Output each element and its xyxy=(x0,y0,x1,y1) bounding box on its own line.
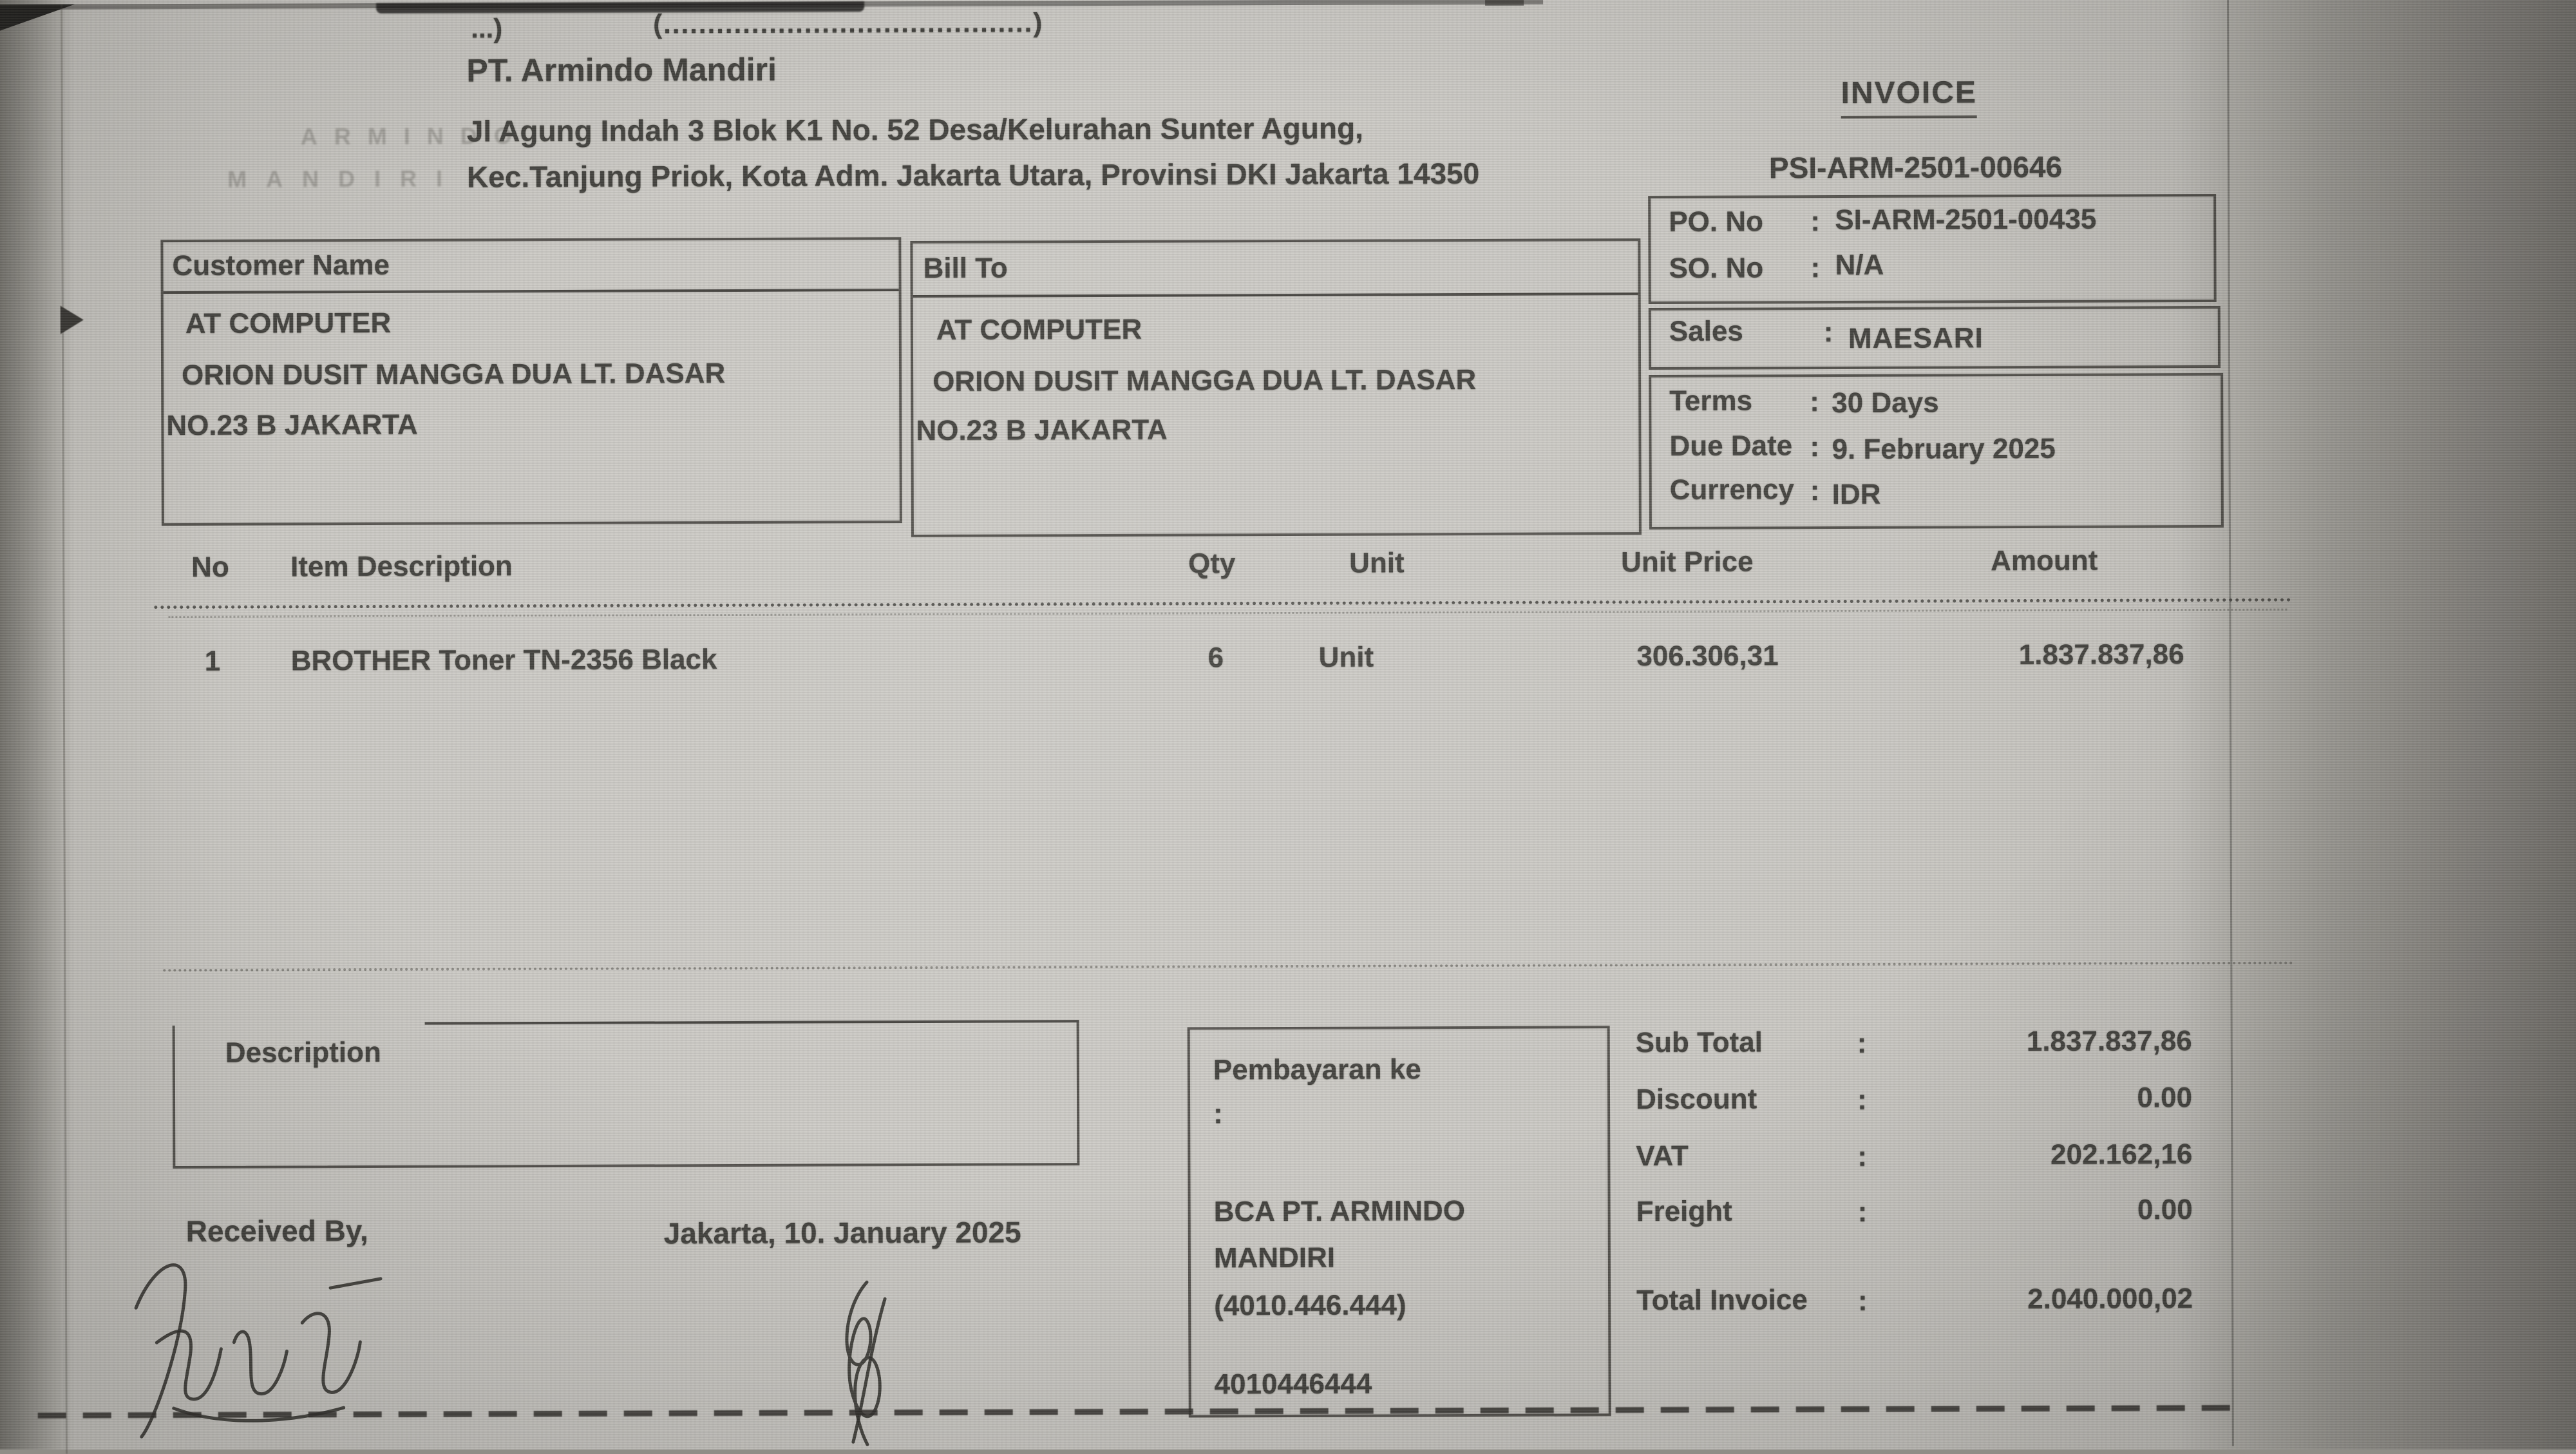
received-by-label: Received By, xyxy=(185,1213,368,1248)
approval-signature xyxy=(845,1280,887,1446)
vat-value: 202.162,16 xyxy=(2050,1138,2193,1171)
bill-to-box-header: Bill To xyxy=(913,241,1638,298)
bill-to-line2: ORION DUSIT MANGGA DUA LT. DASAR xyxy=(933,363,1477,397)
terms-colon: : xyxy=(1810,386,1819,418)
col-header-item-description: Item Description xyxy=(290,550,513,583)
item-row-no: 1 xyxy=(204,645,221,677)
terms-value: 30 Days xyxy=(1832,387,1939,419)
bill-to-line3: NO.23 B JAKARTA xyxy=(916,414,1168,447)
company-address-line1: Jl Agung Indah 3 Blok K1 No. 52 Desa/Kel… xyxy=(466,111,1363,148)
item-row-unit: Unit xyxy=(1318,641,1374,673)
payment-account-number-plain: 4010446444 xyxy=(1214,1368,1372,1401)
discount-colon: : xyxy=(1857,1084,1867,1116)
sales-colon: : xyxy=(1823,316,1833,349)
paper-fold-line xyxy=(61,4,68,1454)
payment-box: Pembayaran ke : BCA PT. ARMINDO MANDIRI … xyxy=(1187,1026,1611,1418)
currency-colon: : xyxy=(1810,475,1820,507)
total-invoice-colon: : xyxy=(1858,1285,1868,1317)
photo-top-edge-mark xyxy=(1485,0,1524,6)
col-header-no: No xyxy=(191,551,229,583)
item-row-amount: 1.837.837,86 xyxy=(2018,638,2184,671)
due-date-colon: : xyxy=(1810,431,1820,463)
total-invoice-value: 2.040.000,02 xyxy=(2027,1283,2193,1315)
item-row-qty: 6 xyxy=(1208,642,1224,674)
paper-right-edge xyxy=(2227,0,2234,1446)
top-mark-dotted-parens: (.......................................… xyxy=(653,7,1044,39)
item-row-unit-price: 306.306,31 xyxy=(1636,640,1779,673)
customer-name-box-header: Customer Name xyxy=(163,240,899,294)
col-header-unit: Unit xyxy=(1349,547,1405,579)
payment-colon: : xyxy=(1213,1098,1223,1130)
invoice-number: PSI-ARM-2501-00646 xyxy=(1768,149,2063,185)
po-value: SI-ARM-2501-00435 xyxy=(1835,203,2097,236)
description-box-top-border xyxy=(424,1020,1079,1025)
customer-line1: AT COMPUTER xyxy=(185,307,392,340)
top-mark-small: ...) xyxy=(471,13,503,44)
currency-label: Currency xyxy=(1669,474,1795,506)
subtotal-value: 1.837.837,86 xyxy=(2026,1025,2192,1057)
subtotal-label: Sub Total xyxy=(1635,1026,1763,1059)
payment-account-number: (4010.446.444) xyxy=(1214,1289,1406,1322)
table-header-separator xyxy=(154,598,2293,609)
freight-label: Freight xyxy=(1636,1195,1732,1228)
currency-value: IDR xyxy=(1832,478,1881,511)
invoice-title: INVOICE xyxy=(1841,75,1978,119)
col-header-qty: Qty xyxy=(1188,548,1236,580)
sales-label: Sales xyxy=(1669,315,1743,347)
sales-box: Sales : MAESARI xyxy=(1648,305,2221,370)
col-header-amount: Amount xyxy=(1991,544,2098,577)
company-address-line2: Kec.Tanjung Priok, Kota Adm. Jakarta Uta… xyxy=(466,156,1480,194)
item-row-description: BROTHER Toner TN-2356 Black xyxy=(290,644,717,677)
po-so-box: PO. No : SI-ARM-2501-00435 SO. No : N/A xyxy=(1648,193,2217,305)
subtotal-colon: : xyxy=(1857,1027,1867,1059)
freight-colon: : xyxy=(1857,1196,1868,1228)
terms-box: Terms : 30 Days Due Date : 9. February 2… xyxy=(1649,372,2224,530)
company-stamp-line2: MANDIRI xyxy=(227,165,462,193)
total-invoice-label: Total Invoice xyxy=(1636,1284,1808,1317)
so-label: SO. No xyxy=(1669,252,1764,284)
paper-fold-arrow xyxy=(60,305,84,334)
freight-value: 0.00 xyxy=(2137,1194,2193,1226)
payment-label: Pembayaran ke xyxy=(1213,1053,1421,1086)
so-value: N/A xyxy=(1835,249,1884,282)
photo-corner-wedge xyxy=(0,4,75,32)
po-colon: : xyxy=(1810,206,1821,238)
bill-to-label: Bill To xyxy=(923,252,1008,284)
terms-label: Terms xyxy=(1669,385,1753,417)
sales-value: MAESARI xyxy=(1848,322,1984,354)
section-separator xyxy=(163,961,2295,972)
po-label: PO. No xyxy=(1669,206,1764,238)
discount-value: 0.00 xyxy=(2137,1082,2193,1114)
bill-to-box: Bill To AT COMPUTER ORION DUSIT MANGGA D… xyxy=(910,238,1642,538)
customer-line3: NO.23 B JAKARTA xyxy=(166,408,418,442)
discount-label: Discount xyxy=(1635,1083,1757,1116)
payment-bank-line2: MANDIRI xyxy=(1213,1241,1336,1274)
payment-bank-line1: BCA PT. ARMINDO xyxy=(1213,1195,1466,1228)
company-name: PT. Armindo Mandiri xyxy=(466,51,777,89)
description-label: Description xyxy=(225,1036,381,1069)
place-date: Jakarta, 10. January 2025 xyxy=(663,1215,1021,1250)
customer-name-box: Customer Name AT COMPUTER ORION DUSIT MA… xyxy=(160,237,902,526)
due-date-label: Due Date xyxy=(1669,430,1793,462)
table-header-separator-echo xyxy=(168,608,2287,618)
vat-label: VAT xyxy=(1636,1140,1689,1172)
customer-name-label: Customer Name xyxy=(172,249,390,282)
due-date-value: 9. February 2025 xyxy=(1832,432,2056,466)
so-colon: : xyxy=(1810,252,1821,284)
col-header-unit-price: Unit Price xyxy=(1621,546,1754,579)
customer-line2: ORION DUSIT MANGGA DUA LT. DASAR xyxy=(182,358,726,391)
description-box: Description xyxy=(172,1020,1080,1169)
bill-to-line1: AT COMPUTER xyxy=(936,313,1142,346)
vat-colon: : xyxy=(1857,1140,1868,1172)
